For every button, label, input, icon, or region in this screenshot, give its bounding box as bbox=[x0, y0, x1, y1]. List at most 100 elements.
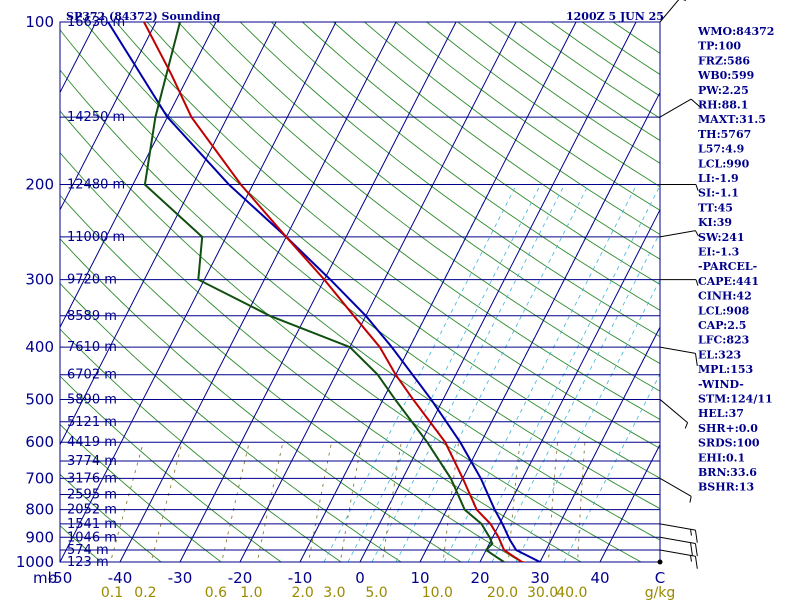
wind-barb-half-flag bbox=[690, 555, 692, 562]
index-line: WB0:599 bbox=[697, 69, 754, 82]
mixing-ratio-label: 40.0 bbox=[556, 585, 587, 600]
dry-adiabat bbox=[60, 69, 660, 541]
pressure-tick-label: 1000 bbox=[16, 553, 54, 571]
mixing-ratio-line bbox=[577, 442, 586, 562]
isotherm-line bbox=[179, 22, 457, 562]
pressure-unit-label: mb bbox=[33, 569, 57, 587]
isotherm-line bbox=[60, 22, 337, 562]
mixing-ratio-label: 1.0 bbox=[240, 585, 262, 600]
dry-adiabat bbox=[60, 151, 583, 562]
sounding-profiles bbox=[107, 22, 544, 562]
mixing-ratio-line bbox=[381, 442, 402, 562]
station-title: SP372 (84372) Sounding bbox=[66, 10, 221, 23]
temp-tick-label: 40 bbox=[590, 569, 609, 587]
height-label: 11000 m bbox=[67, 230, 125, 245]
wind-barb-flag bbox=[694, 556, 698, 569]
index-line: PW:2.25 bbox=[698, 84, 749, 97]
index-line: HEL:37 bbox=[698, 407, 744, 420]
isotherm-line bbox=[479, 208, 660, 562]
wind-barb-staff bbox=[659, 549, 696, 557]
dry-adiabat bbox=[239, 22, 660, 338]
wind-barb-half-flag bbox=[690, 529, 692, 536]
mixing-ratio-label: 20.0 bbox=[487, 585, 518, 600]
moist-adiabat bbox=[467, 184, 660, 562]
mixing-ratio-line bbox=[308, 442, 332, 562]
temperature-trace bbox=[143, 22, 527, 562]
wind-barb-staff bbox=[659, 523, 696, 531]
moist-adiabat bbox=[323, 184, 517, 562]
height-label: 1541 m bbox=[67, 517, 117, 532]
wind-barb-half-flag bbox=[695, 279, 699, 286]
wind-barbs bbox=[657, 0, 701, 569]
isotherm-line bbox=[599, 443, 660, 562]
index-line: EHI:0.1 bbox=[698, 451, 745, 464]
isotherm-line bbox=[60, 22, 157, 211]
moist-adiabat bbox=[395, 184, 589, 562]
moist-adiabat bbox=[371, 184, 565, 562]
mixing-ratio-label: 5.0 bbox=[365, 585, 387, 600]
wind-barb-staff bbox=[659, 98, 692, 118]
height-label: 7610 m bbox=[67, 340, 117, 355]
height-label: 6702 m bbox=[67, 368, 117, 383]
parcel-trace bbox=[107, 22, 544, 562]
index-line: TP:100 bbox=[698, 40, 741, 53]
pressure-tick-label: 500 bbox=[25, 390, 54, 408]
dry-adiabat bbox=[60, 29, 660, 510]
temp-tick-label: -50 bbox=[48, 569, 73, 587]
height-label: 16630 m bbox=[67, 15, 125, 30]
index-line: SRDS:100 bbox=[698, 437, 760, 450]
mixing-ratio-label: 0.6 bbox=[205, 585, 227, 600]
isotherm-line bbox=[359, 22, 637, 562]
wind-barb-half-flag bbox=[695, 230, 699, 237]
mixing-ratio-line bbox=[221, 442, 250, 562]
temp-tick-label: 20 bbox=[470, 569, 489, 587]
moist-adiabat bbox=[347, 184, 541, 562]
mixing-ratio-label: 0.2 bbox=[134, 585, 156, 600]
mixing-ratio-label: 2.0 bbox=[292, 585, 314, 600]
valid-time: 1200Z 5 JUN 25 bbox=[566, 10, 664, 23]
pressure-tick-label: 100 bbox=[25, 13, 54, 31]
index-line: MAXT:31.5 bbox=[698, 113, 766, 126]
temp-tick-label: C bbox=[655, 569, 665, 587]
index-line: CAP:2.5 bbox=[698, 319, 746, 332]
wind-barb-staff bbox=[659, 346, 696, 354]
index-line: SI:-1.1 bbox=[698, 187, 739, 200]
mixing-ratio-line bbox=[547, 442, 558, 562]
height-label: 3774 m bbox=[67, 454, 117, 469]
mixing-ratio-label: 3.0 bbox=[323, 585, 345, 600]
temp-tick-label: 10 bbox=[410, 569, 429, 587]
isotherm-lines bbox=[60, 22, 660, 562]
pressure-tick-label: 800 bbox=[25, 501, 54, 519]
isobar-lines bbox=[59, 21, 661, 563]
isotherm-line bbox=[299, 22, 577, 562]
index-line: SW:241 bbox=[698, 231, 745, 244]
dry-adiabat bbox=[302, 22, 660, 285]
dry-adiabat bbox=[115, 22, 660, 449]
dry-adiabat bbox=[60, 238, 462, 562]
isotherm-line bbox=[119, 22, 397, 562]
temp-tick-label: 30 bbox=[530, 569, 549, 587]
mixing-ratio-line bbox=[442, 442, 460, 562]
index-line: CINH:42 bbox=[698, 290, 752, 303]
wind-barb-half-flag bbox=[684, 422, 689, 429]
height-label: 5890 m bbox=[67, 392, 117, 407]
mixing-ratio-label: 0.1 bbox=[101, 585, 123, 600]
wind-barb-staff bbox=[659, 536, 696, 545]
pressure-tick-label: 200 bbox=[25, 176, 54, 194]
dry-adiabat bbox=[60, 423, 222, 562]
height-label: 1046 m bbox=[67, 530, 117, 545]
dry-adiabat bbox=[60, 194, 522, 562]
index-line: BRN:33.6 bbox=[698, 466, 757, 479]
isotherm-line bbox=[419, 91, 660, 562]
height-label: 574 m bbox=[67, 543, 109, 558]
pressure-tick-label: 400 bbox=[25, 338, 54, 356]
index-line: -WIND- bbox=[698, 378, 744, 391]
pressure-tick-label: 600 bbox=[25, 433, 54, 451]
isotherm-line bbox=[60, 22, 277, 446]
temp-tick-label: -40 bbox=[108, 569, 133, 587]
index-line: LCL:990 bbox=[698, 157, 750, 170]
isotherm-line bbox=[539, 326, 660, 562]
